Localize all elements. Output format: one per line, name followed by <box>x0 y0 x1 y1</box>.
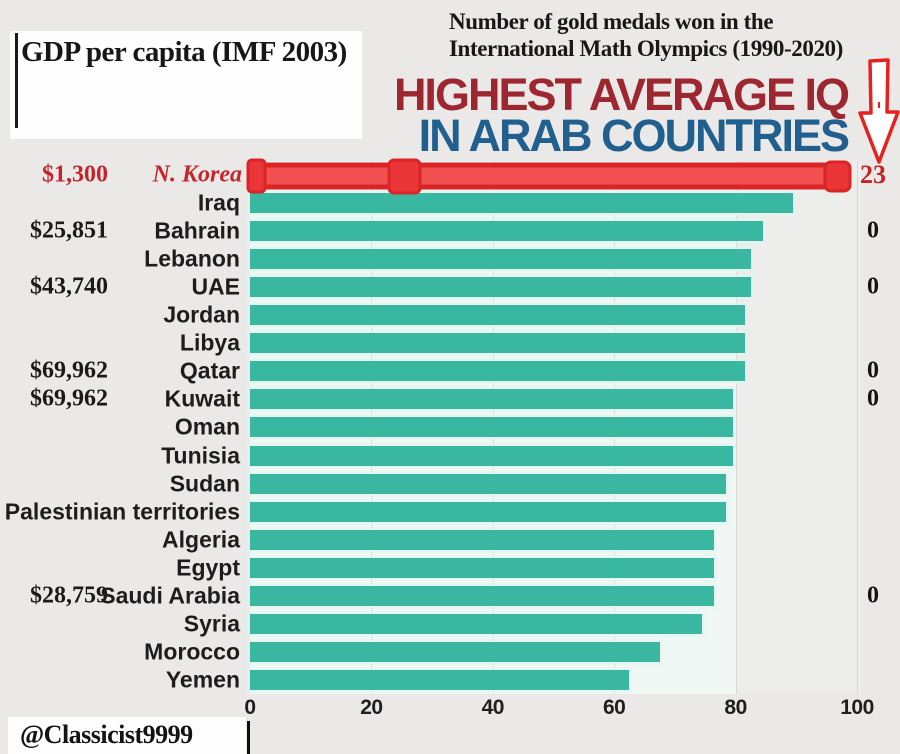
medals-note: Number of gold medals won in the Interna… <box>449 8 900 62</box>
iq-bar <box>250 417 733 438</box>
medals-note-line1: Number of gold medals won in the <box>449 9 774 34</box>
chart-rows: $1,300 N. Korea 23 Iraq $25,851 Bahrain 0 Leban… <box>0 160 900 694</box>
chart-row: $1,300 N. Korea 23 <box>0 160 900 190</box>
country-label: Palestinian territories <box>4 498 240 525</box>
iq-bar <box>250 529 715 550</box>
watermark-text: @Classicist9999 <box>20 720 193 749</box>
iq-bar <box>250 333 745 354</box>
country-label: Algeria <box>162 526 240 553</box>
country-label: Egypt <box>176 554 240 581</box>
medals-note-line2: International Math Olympics (1990-2020) <box>449 36 843 61</box>
axis-tick-label: 100 <box>840 696 874 719</box>
country-label: Yemen <box>165 666 240 693</box>
country-label: Syria <box>183 610 240 637</box>
chart-row: Yemen <box>0 666 900 694</box>
bottom-axis-rule <box>247 721 250 754</box>
country-label: Kuwait <box>164 385 240 412</box>
country-label: Bahrain <box>154 217 240 244</box>
chart-row: Libya <box>0 329 900 357</box>
country-label: Tunisia <box>161 442 240 469</box>
iq-bar <box>250 389 733 410</box>
iq-bar <box>250 193 794 214</box>
chart-row: $25,851 Bahrain 0 <box>0 217 900 245</box>
gridline <box>857 161 858 694</box>
chart-row: Palestinian territories <box>0 498 900 526</box>
gdp-value-label: $69,962 <box>30 357 108 384</box>
country-label: UAE <box>191 273 240 300</box>
medal-count-label: 0 <box>867 385 879 412</box>
iq-bar <box>250 473 727 494</box>
country-label: Iraq <box>197 189 240 216</box>
medal-count-label: 0 <box>867 582 879 609</box>
iq-bar <box>250 277 751 298</box>
chart-title: HIGHEST AVERAGE IQ IN ARAB COUNTRIES <box>393 69 850 161</box>
country-label: N. Korea <box>152 161 242 188</box>
iq-bar <box>250 669 630 690</box>
iq-bar <box>250 641 660 662</box>
chart-row: Egypt <box>0 554 900 582</box>
chart-row: Tunisia <box>0 442 900 470</box>
country-label: Lebanon <box>144 245 240 272</box>
chart-row: Iraq <box>0 189 900 217</box>
country-label: Jordan <box>163 301 240 328</box>
iq-bar <box>250 221 763 242</box>
down-arrow-icon <box>858 58 900 164</box>
medal-count-label: 0 <box>867 273 879 300</box>
nkorea-red-scribble-bar <box>246 158 852 195</box>
axis-tick-label: 80 <box>724 696 747 719</box>
chart-row: Lebanon <box>0 245 900 273</box>
chart-row: Algeria <box>0 526 900 554</box>
chart-row: Morocco <box>0 638 900 666</box>
iq-bar <box>250 501 727 522</box>
country-label: Saudi Arabia <box>100 582 240 609</box>
chart-row: Syria <box>0 610 900 638</box>
iq-bar <box>250 361 745 382</box>
iq-bar <box>250 445 733 466</box>
country-label: Libya <box>179 329 240 356</box>
iq-bar <box>250 557 715 578</box>
watermark-box: @Classicist9999 <box>8 717 246 754</box>
gdp-value-label: $28,759 <box>30 582 108 609</box>
country-label: Morocco <box>144 638 240 665</box>
chart-row: $69,962 Kuwait 0 <box>0 385 900 413</box>
chart-row: Jordan <box>0 301 900 329</box>
axis-tick-label: 40 <box>481 696 505 719</box>
axis-tick-label: 60 <box>603 696 626 719</box>
gdp-value-label: $25,851 <box>30 217 108 244</box>
gdp-value-label: $43,740 <box>30 273 108 300</box>
country-label: Sudan <box>169 470 240 497</box>
axis-tick-label: 0 <box>244 696 256 719</box>
iq-bar <box>250 613 703 634</box>
axis-tick-label: 20 <box>360 696 383 719</box>
country-label: Qatar <box>179 357 240 384</box>
chart-row: $69,962 Qatar 0 <box>0 357 900 385</box>
gdp-source-box: GDP per capita (IMF 2003) <box>10 31 362 139</box>
iq-bar <box>250 585 715 606</box>
gdp-value-label: $1,300 <box>42 161 108 188</box>
x-axis: 0 20 40 60 80 100 <box>0 696 900 720</box>
gridline <box>735 161 737 694</box>
chart-row: $43,740 UAE 0 <box>0 273 900 301</box>
chart-row: Oman <box>0 413 900 441</box>
chart-title-line1: HIGHEST AVERAGE IQ <box>393 69 850 120</box>
country-label: Oman <box>174 413 240 440</box>
gdp-box-left-rule <box>15 33 18 128</box>
gdp-source-title: GDP per capita (IMF 2003) <box>21 36 347 68</box>
iq-bar <box>250 249 751 270</box>
chart-row: Sudan <box>0 470 900 498</box>
chart-row: $28,759 Saudi Arabia 0 <box>0 582 900 610</box>
gdp-value-label: $69,962 <box>30 385 108 412</box>
iq-bar <box>250 305 745 326</box>
chart-title-line2: IN ARAB COUNTRIES <box>418 110 850 161</box>
medal-count-label: 0 <box>867 217 879 244</box>
medal-count-label: 23 <box>860 160 886 190</box>
medal-count-label: 0 <box>867 357 879 384</box>
